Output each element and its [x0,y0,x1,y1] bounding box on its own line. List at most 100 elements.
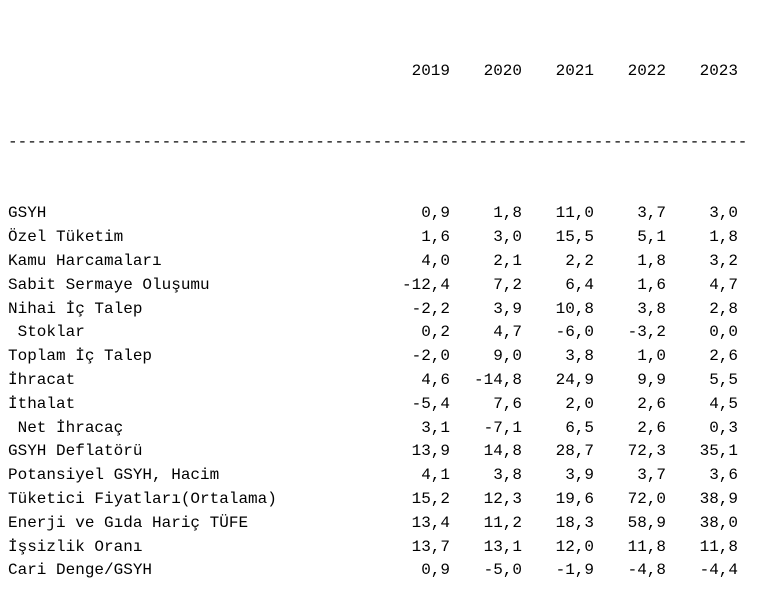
value-cell: 4,1 [421,466,450,485]
row-label: GSYH Deflatörü [8,442,143,461]
value-cell: 28,7 [555,442,594,461]
value-cell: 35,1 [699,442,738,461]
value-cell: 2,1 [493,251,522,270]
value-cell: 4,0 [421,251,450,270]
value-cell: 7,2 [493,275,522,294]
value-cell: 38,9 [699,489,738,508]
value-cell: 9,9 [637,370,666,389]
table-row: İşsizlik Oranı 13,7 13,1 12,0 11,8 11,8 [8,536,748,560]
value-cell: 3,7 [637,466,666,485]
value-cell: 1,6 [421,228,450,247]
table-row: Tüketici Fiyatları(Ortalama) 15,2 12,3 19,6… [8,488,748,512]
value-cell: 13,1 [483,537,522,556]
value-cell: 12,0 [555,537,594,556]
row-label: Toplam İç Talep [8,347,153,366]
value-cell: -1,9 [555,561,594,580]
value-cell: 5,1 [637,228,666,247]
value-cell: 4,5 [709,394,738,413]
row-label: Özel Tüketim [8,228,124,247]
value-cell: 58,9 [627,513,666,532]
value-cell: 38,0 [699,513,738,532]
value-cell: 0,2 [421,323,450,342]
table-row: Cari Denge/GSYH 0,9 -5,0 -1,9 -4,8 -4,4 [8,559,748,583]
header-row: 2019 2020 2021 2022 2023 [8,60,748,84]
value-cell: 11,2 [483,513,522,532]
value-cell: -5,4 [411,394,450,413]
table-row: Sabit Sermaye Oluşumu -12,4 7,2 6,4 1,6 4,7 [8,274,748,298]
value-cell: 9,0 [493,347,522,366]
row-label: Enerji ve Gıda Hariç TÜFE [8,513,249,532]
value-cell: 4,7 [709,275,738,294]
value-cell: 1,8 [637,251,666,270]
value-cell: -6,0 [555,323,594,342]
table-row: Kamu Harcamaları 4,0 2,1 2,2 1,8 3,2 [8,250,748,274]
value-cell: 6,5 [565,418,594,437]
value-cell: -12,4 [401,275,450,294]
value-cell: 10,8 [555,299,594,318]
value-cell: 2,8 [709,299,738,318]
value-cell: 13,9 [411,442,450,461]
row-label: Sabit Sermaye Oluşumu [8,275,210,294]
value-cell: 11,8 [627,537,666,556]
value-cell: 3,6 [709,466,738,485]
value-cell: 2,6 [637,418,666,437]
value-cell: -7,1 [483,418,522,437]
value-cell: 2,0 [565,394,594,413]
value-cell: 15,2 [411,489,450,508]
value-cell: 3,8 [565,347,594,366]
value-cell: 15,5 [555,228,594,247]
year-header: 2022 [627,61,666,80]
row-label: GSYH [8,204,47,223]
table-row: Toplam İç Talep -2,0 9,0 3,8 1,0 2,6 [8,345,748,369]
value-cell: 0,9 [421,204,450,223]
value-cell: 1,6 [637,275,666,294]
table-row: GSYH Deflatörü 13,9 14,8 28,7 72,3 35,1 [8,440,748,464]
year-header: 2019 [411,61,450,80]
value-cell: 3,2 [709,251,738,270]
row-label: Kamu Harcamaları [8,251,162,270]
year-header: 2020 [483,61,522,80]
value-cell: -5,0 [483,561,522,580]
row-label: Stoklar [8,323,85,342]
value-cell: 14,8 [483,442,522,461]
value-cell: 12,3 [483,489,522,508]
value-cell: 1,8 [493,204,522,223]
value-cell: 3,1 [421,418,450,437]
value-cell: -4,8 [627,561,666,580]
value-cell: -2,0 [411,347,450,366]
value-cell: 7,6 [493,394,522,413]
row-label: Net İhracaç [8,418,124,437]
value-cell: 0,0 [709,323,738,342]
value-cell: 1,0 [637,347,666,366]
value-cell: 1,8 [709,228,738,247]
value-cell: 13,4 [411,513,450,532]
value-cell: 6,4 [565,275,594,294]
value-cell: -14,8 [473,370,522,389]
value-cell: 18,3 [555,513,594,532]
value-cell: 2,6 [637,394,666,413]
value-cell: 19,6 [555,489,594,508]
forecast-table: 2019 2020 2021 2022 2023 ---------------… [8,12,748,607]
value-cell: 3,8 [637,299,666,318]
table-row: Özel Tüketim 1,6 3,0 15,5 5,1 1,8 [8,226,748,250]
value-cell: -3,2 [627,323,666,342]
table-row: Potansiyel GSYH, Hacim 4,1 3,8 3,9 3,7 3,6 [8,464,748,488]
year-header: 2021 [555,61,594,80]
value-cell: -2,2 [411,299,450,318]
value-cell: -4,4 [699,561,738,580]
value-cell: 3,7 [637,204,666,223]
year-header: 2023 [699,61,738,80]
table-row: İthalat -5,4 7,6 2,0 2,6 4,5 [8,393,748,417]
table-row: İhracat 4,6 -14,8 24,9 9,9 5,5 [8,369,748,393]
table-body: GSYH 0,9 1,8 11,0 3,7 3,0 Özel Tüketim 1,6 3,0 15… [8,202,748,583]
row-label: Tüketici Fiyatları(Ortalama) [8,489,277,508]
value-cell: 4,6 [421,370,450,389]
table-row: Stoklar 0,2 4,7 -6,0 -3,2 0,0 [8,321,748,345]
value-cell: 5,5 [709,370,738,389]
value-cell: 13,7 [411,537,450,556]
value-cell: 0,3 [709,418,738,437]
value-cell: 11,0 [555,204,594,223]
value-cell: 24,9 [555,370,594,389]
header-label-cell [8,60,378,84]
value-cell: 3,0 [709,204,738,223]
